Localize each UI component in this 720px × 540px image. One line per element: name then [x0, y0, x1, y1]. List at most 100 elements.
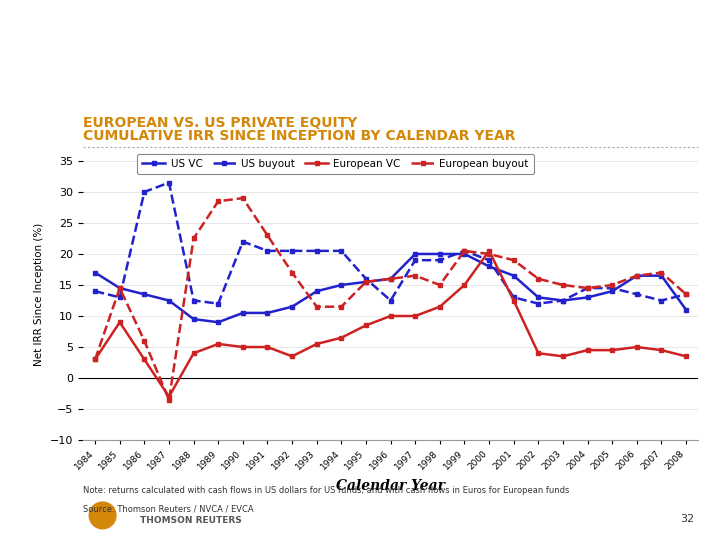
US VC [387, 275, 395, 282]
European VC [460, 282, 469, 288]
US buyout [264, 248, 272, 254]
US VC [288, 303, 297, 310]
European VC [682, 353, 690, 360]
European VC [411, 313, 420, 319]
Text: Source: Thomson Reuters / NVCA / EVCA: Source: Thomson Reuters / NVCA / EVCA [83, 505, 253, 514]
European buyout [436, 282, 444, 288]
European VC [238, 344, 247, 350]
US buyout [361, 275, 370, 282]
Legend: US VC, US buyout, European VC, European buyout: US VC, US buyout, European VC, European … [138, 154, 534, 174]
US VC [411, 251, 420, 257]
Y-axis label: Net IRR Since Inception (%): Net IRR Since Inception (%) [34, 222, 44, 366]
Line: US buyout: US buyout [93, 180, 688, 306]
European VC [312, 341, 321, 347]
US buyout [387, 297, 395, 303]
European VC [559, 353, 567, 360]
European buyout [633, 273, 642, 279]
Line: European buyout: European buyout [93, 195, 688, 402]
European buyout [288, 269, 297, 276]
US buyout [312, 248, 321, 254]
European buyout [312, 303, 321, 310]
European VC [165, 394, 174, 400]
US buyout [337, 248, 346, 254]
European buyout [583, 285, 592, 292]
Text: THOMSON REUTERS: THOMSON REUTERS [140, 516, 242, 525]
European VC [608, 347, 616, 353]
US VC [608, 288, 616, 294]
US buyout [411, 257, 420, 264]
European buyout [214, 198, 222, 205]
US buyout [485, 257, 493, 264]
US VC [559, 297, 567, 303]
European VC [510, 297, 518, 303]
US VC [214, 319, 222, 326]
Text: CUMULATIVE IRR SINCE INCEPTION BY CALENDAR YEAR: CUMULATIVE IRR SINCE INCEPTION BY CALEND… [83, 129, 516, 143]
US VC [534, 294, 543, 301]
Circle shape [89, 502, 116, 529]
US buyout [682, 291, 690, 298]
US buyout [189, 297, 198, 303]
European VC [189, 350, 198, 356]
European VC [387, 313, 395, 319]
US buyout [583, 285, 592, 292]
European VC [91, 356, 99, 363]
European VC [140, 356, 149, 363]
European VC [115, 319, 124, 326]
European buyout [534, 275, 543, 282]
European buyout [264, 232, 272, 239]
US buyout [140, 188, 149, 195]
US buyout [214, 300, 222, 307]
US buyout [288, 248, 297, 254]
European buyout [510, 257, 518, 264]
European VC [337, 334, 346, 341]
European buyout [165, 396, 174, 403]
US buyout [510, 294, 518, 301]
European buyout [115, 285, 124, 292]
European VC [485, 248, 493, 254]
Line: European VC: European VC [93, 248, 688, 399]
European buyout [608, 282, 616, 288]
US VC [633, 273, 642, 279]
US buyout [238, 238, 247, 245]
US VC [91, 269, 99, 276]
European VC [436, 303, 444, 310]
US VC [337, 282, 346, 288]
European buyout [189, 235, 198, 242]
European VC [633, 344, 642, 350]
European buyout [238, 195, 247, 201]
European VC [264, 344, 272, 350]
European buyout [657, 269, 666, 276]
US VC [140, 291, 149, 298]
European buyout [140, 338, 149, 344]
Text: 32: 32 [680, 514, 695, 524]
European buyout [337, 303, 346, 310]
US buyout [436, 257, 444, 264]
US VC [264, 309, 272, 316]
X-axis label: Calendar Year: Calendar Year [336, 478, 445, 492]
US VC [436, 251, 444, 257]
US VC [165, 297, 174, 303]
Line: US VC: US VC [93, 252, 688, 325]
US VC [460, 251, 469, 257]
US VC [189, 316, 198, 322]
Text: EUROPEAN VS. US PRIVATE EQUITY: EUROPEAN VS. US PRIVATE EQUITY [83, 116, 357, 130]
European VC [583, 347, 592, 353]
US VC [510, 273, 518, 279]
US buyout [633, 291, 642, 298]
European buyout [485, 251, 493, 257]
European buyout [361, 279, 370, 285]
European buyout [387, 275, 395, 282]
US buyout [657, 297, 666, 303]
European buyout [91, 356, 99, 363]
US VC [485, 263, 493, 269]
US buyout [534, 300, 543, 307]
European buyout [682, 291, 690, 298]
US buyout [460, 248, 469, 254]
US VC [583, 294, 592, 301]
European VC [657, 347, 666, 353]
European buyout [559, 282, 567, 288]
US buyout [559, 297, 567, 303]
Text: Note: returns calculated with cash flows in US dollars for US funds, and with ca: Note: returns calculated with cash flows… [83, 486, 570, 495]
US VC [312, 288, 321, 294]
European buyout [411, 273, 420, 279]
